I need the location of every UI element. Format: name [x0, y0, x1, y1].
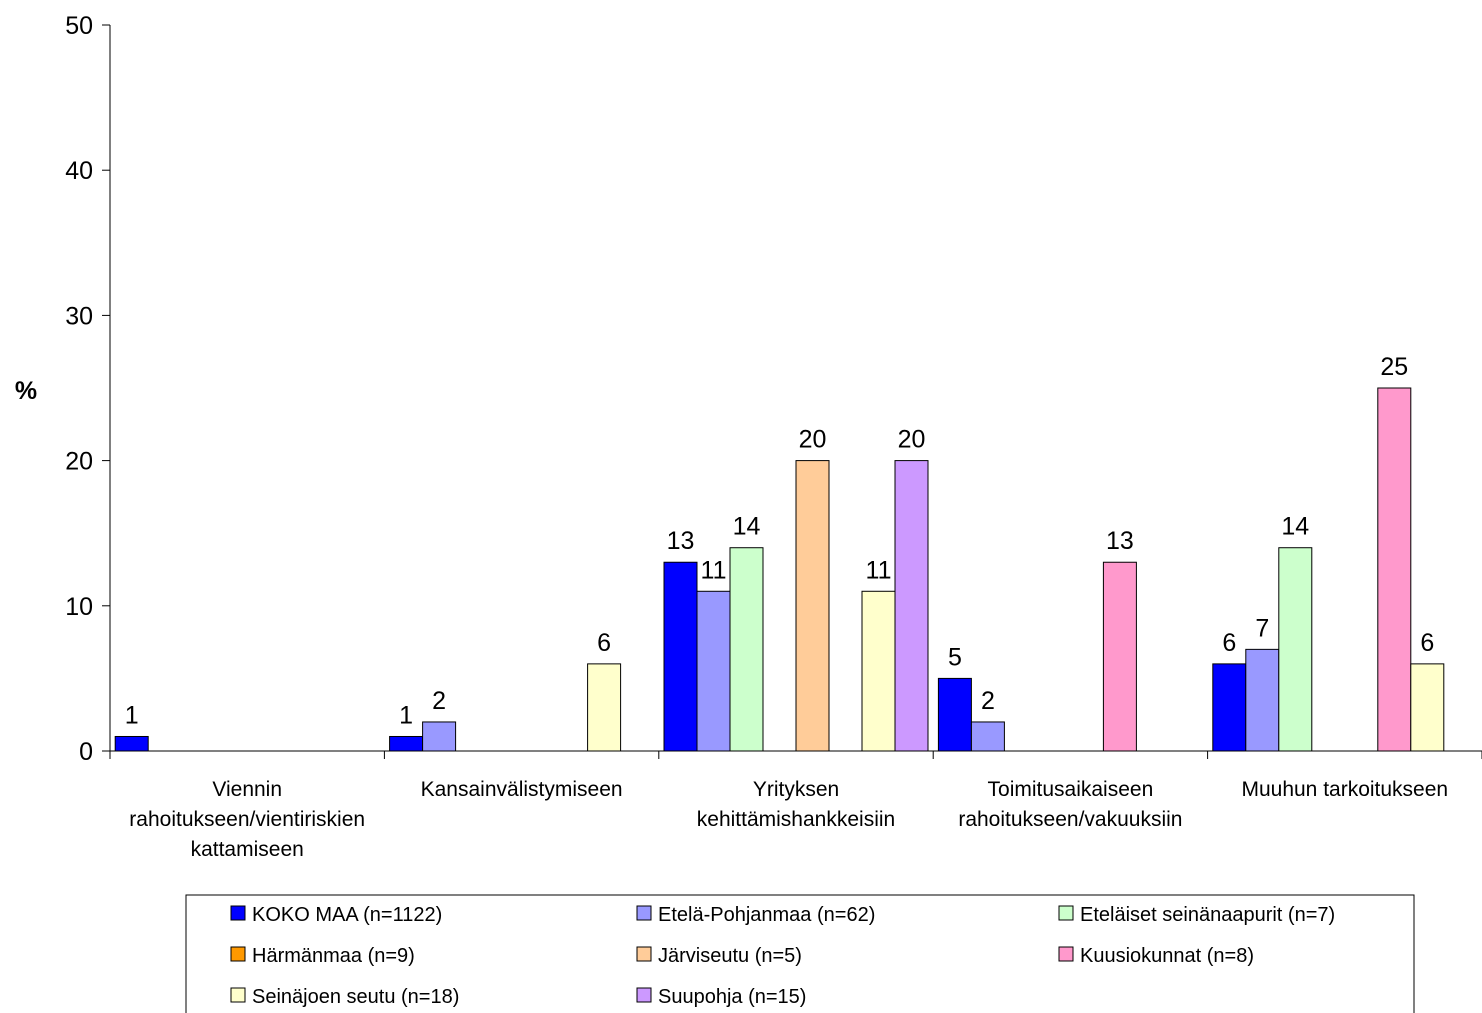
bar [795, 460, 830, 752]
y-tick-label: 20 [65, 448, 93, 476]
bar [1245, 648, 1280, 752]
bar [114, 735, 149, 752]
x-category-label: rahoitukseen/vakuuksiin [958, 808, 1182, 831]
legend-label: Härmänmaa (n=9) [252, 945, 415, 967]
x-category-label: Kansainvälistymiseen [421, 778, 623, 801]
legend-label: Järviseutu (n=5) [658, 945, 802, 967]
x-category-label: rahoitukseen/vientiriskien [129, 808, 365, 831]
bar [1278, 547, 1313, 752]
legend-swatch [636, 946, 652, 962]
x-category-label: Muuhun tarkoitukseen [1241, 778, 1448, 801]
y-tick-label: 50 [65, 12, 93, 40]
bar [389, 735, 424, 752]
bar [937, 677, 972, 752]
y-axis: 0 10 20 30 40 50 [65, 12, 111, 766]
legend-swatch [230, 987, 246, 1003]
data-label: 13 [1106, 527, 1134, 555]
legend-label: KOKO MAA (n=1122) [252, 904, 442, 926]
data-label: 20 [799, 426, 827, 454]
y-tick-label: 30 [65, 302, 93, 330]
legend-label: Suupohja (n=15) [658, 986, 806, 1008]
data-label: 11 [701, 556, 727, 584]
data-label: 14 [733, 513, 761, 541]
data-label: 1 [399, 701, 413, 729]
data-label: 25 [1380, 353, 1408, 381]
legend-swatch [230, 905, 246, 921]
data-label: 2 [432, 687, 446, 715]
bar [587, 663, 622, 752]
data-label: 6 [1222, 629, 1236, 657]
bar [1212, 663, 1247, 752]
x-category-label: kehittämishankkeisiin [697, 808, 895, 831]
y-tick-label: 0 [79, 738, 93, 766]
legend-label: Eteläiset seinänaapurit (n=7) [1080, 904, 1335, 926]
data-label: 13 [667, 527, 695, 555]
category-labels: Viennin rahoitukseen/vientiriskien kattami… [129, 778, 1448, 861]
bar [696, 590, 731, 752]
bar [1410, 663, 1445, 752]
bar [663, 561, 698, 752]
bars [114, 387, 1445, 752]
y-axis-label: % [15, 377, 37, 405]
data-label: 6 [597, 629, 611, 657]
legend-swatch [636, 987, 652, 1003]
bar [729, 547, 764, 752]
legend: KOKO MAA (n=1122) Etelä-Pohjanmaa (n=62) E… [185, 894, 1415, 1013]
legend-swatch [1058, 946, 1074, 962]
data-label: 5 [948, 643, 962, 671]
data-label: 14 [1281, 513, 1309, 541]
data-label: 1 [125, 701, 139, 729]
bar [1102, 561, 1137, 752]
x-category-label: Viennin [212, 778, 282, 801]
bar [970, 721, 1005, 752]
y-tick-label: 40 [65, 157, 93, 185]
data-label: 20 [898, 426, 926, 454]
bar [861, 590, 896, 752]
legend-label: Seinäjoen seutu (n=18) [252, 986, 459, 1008]
x-axis [109, 750, 1482, 759]
y-tick-label: 10 [65, 593, 93, 621]
bar [1377, 387, 1412, 752]
x-category-label: Toimitusaikaiseen [988, 778, 1154, 801]
legend-swatch [230, 946, 246, 962]
legend-swatch [636, 905, 652, 921]
bar [894, 460, 929, 752]
data-label: 6 [1420, 629, 1434, 657]
data-label: 2 [981, 687, 995, 715]
x-category-label: Yrityksen [753, 778, 839, 801]
legend-swatch [1058, 905, 1074, 921]
data-label: 7 [1255, 614, 1269, 642]
x-category-label: kattamiseen [191, 838, 304, 861]
legend-label: Etelä-Pohjanmaa (n=62) [658, 904, 875, 926]
bar [422, 721, 457, 752]
legend-label: Kuusiokunnat (n=8) [1080, 945, 1254, 967]
legend-box [185, 894, 1415, 1013]
data-label: 11 [866, 556, 892, 584]
